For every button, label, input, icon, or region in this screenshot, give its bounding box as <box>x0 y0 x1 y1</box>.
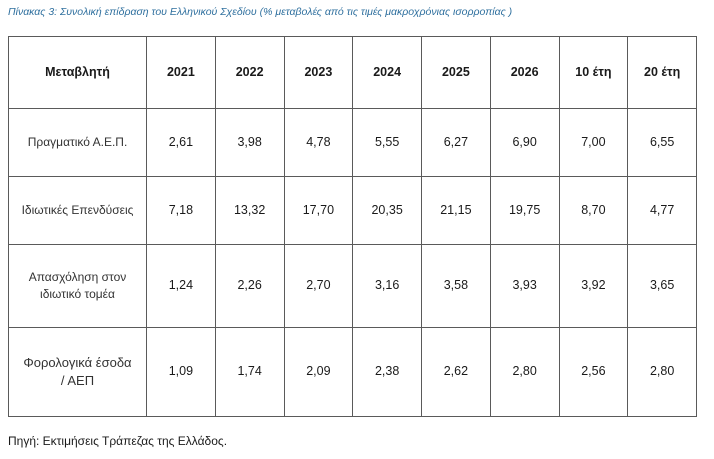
header-variable: Μεταβλητή <box>8 36 147 109</box>
table-cell: 3,92 <box>558 244 629 328</box>
table-cell: 2,61 <box>146 108 216 177</box>
table-cell: 17,70 <box>283 176 354 245</box>
header-20-years: 20 έτη <box>627 36 697 109</box>
table-cell: 2,70 <box>283 244 354 328</box>
row-label: Πραγματικό Α.Ε.Π. <box>8 108 147 177</box>
table-cell: 6,90 <box>489 108 560 177</box>
row-label: Απασχόληση στον ιδιωτικό τομέα <box>8 244 147 328</box>
table-caption: Πίνακας 3: Συνολική επίδραση του Ελληνικ… <box>8 6 513 18</box>
table-cell: 1,24 <box>146 244 216 328</box>
table-cell: 3,65 <box>627 244 697 328</box>
table-cell: 2,38 <box>352 327 422 417</box>
row-label-line: Απασχόληση στον <box>28 270 127 285</box>
source-note: Πηγή: Εκτιμήσεις Τράπεζας της Ελλάδος. <box>8 434 228 448</box>
header-2025: 2025 <box>421 36 491 109</box>
table-row-real-gdp: Πραγματικό Α.Ε.Π. 2,61 3,98 4,78 5,55 6,… <box>8 108 697 177</box>
table-cell: 6,55 <box>627 108 697 177</box>
row-label-line: Φορολογικά έσοδα <box>23 354 132 370</box>
table-cell: 13,32 <box>214 176 285 245</box>
table-row-tax-revenue: Φορολογικά έσοδα / ΑΕΠ 1,09 1,74 2,09 2,… <box>8 327 697 417</box>
table-cell: 2,80 <box>489 327 560 417</box>
header-10-years: 10 έτη <box>558 36 629 109</box>
table-cell: 8,70 <box>558 176 629 245</box>
header-2022: 2022 <box>214 36 285 109</box>
table-cell: 3,98 <box>214 108 285 177</box>
table-cell: 4,78 <box>283 108 354 177</box>
table-cell: 2,09 <box>283 327 354 417</box>
row-label-line: / ΑΕΠ <box>60 373 95 388</box>
table-cell: 3,58 <box>421 244 491 328</box>
table-cell: 20,35 <box>352 176 422 245</box>
impact-table-container: Μεταβλητή 2021 2022 2023 2024 2025 2026 … <box>8 36 697 417</box>
table-cell: 4,77 <box>627 176 697 245</box>
header-2023: 2023 <box>283 36 354 109</box>
table-cell: 2,26 <box>214 244 285 328</box>
impact-table: Μεταβλητή 2021 2022 2023 2024 2025 2026 … <box>8 36 697 417</box>
table-cell: 3,93 <box>489 244 560 328</box>
header-2024: 2024 <box>352 36 422 109</box>
row-label-line: ιδιωτικό τομέα <box>40 287 115 301</box>
table-row-private-investment: Ιδιωτικές Επενδύσεις 7,18 13,32 17,70 20… <box>8 176 697 245</box>
header-2026: 2026 <box>489 36 560 109</box>
row-label: Ιδιωτικές Επενδύσεις <box>8 176 147 245</box>
table-cell: 7,18 <box>146 176 216 245</box>
table-cell: 2,56 <box>558 327 629 417</box>
table-cell: 1,74 <box>214 327 285 417</box>
table-cell: 7,00 <box>558 108 629 177</box>
table-cell: 1,09 <box>146 327 216 417</box>
table-cell: 2,80 <box>627 327 697 417</box>
header-2021: 2021 <box>146 36 216 109</box>
table-header-row: Μεταβλητή 2021 2022 2023 2024 2025 2026 … <box>8 36 697 109</box>
table-row-private-employment: Απασχόληση στον ιδιωτικό τομέα 1,24 2,26… <box>8 244 697 328</box>
row-label: Φορολογικά έσοδα / ΑΕΠ <box>8 327 147 417</box>
table-cell: 21,15 <box>421 176 491 245</box>
table-cell: 19,75 <box>489 176 560 245</box>
table-cell: 3,16 <box>352 244 422 328</box>
table-cell: 6,27 <box>421 108 491 177</box>
table-cell: 5,55 <box>352 108 422 177</box>
table-cell: 2,62 <box>421 327 491 417</box>
